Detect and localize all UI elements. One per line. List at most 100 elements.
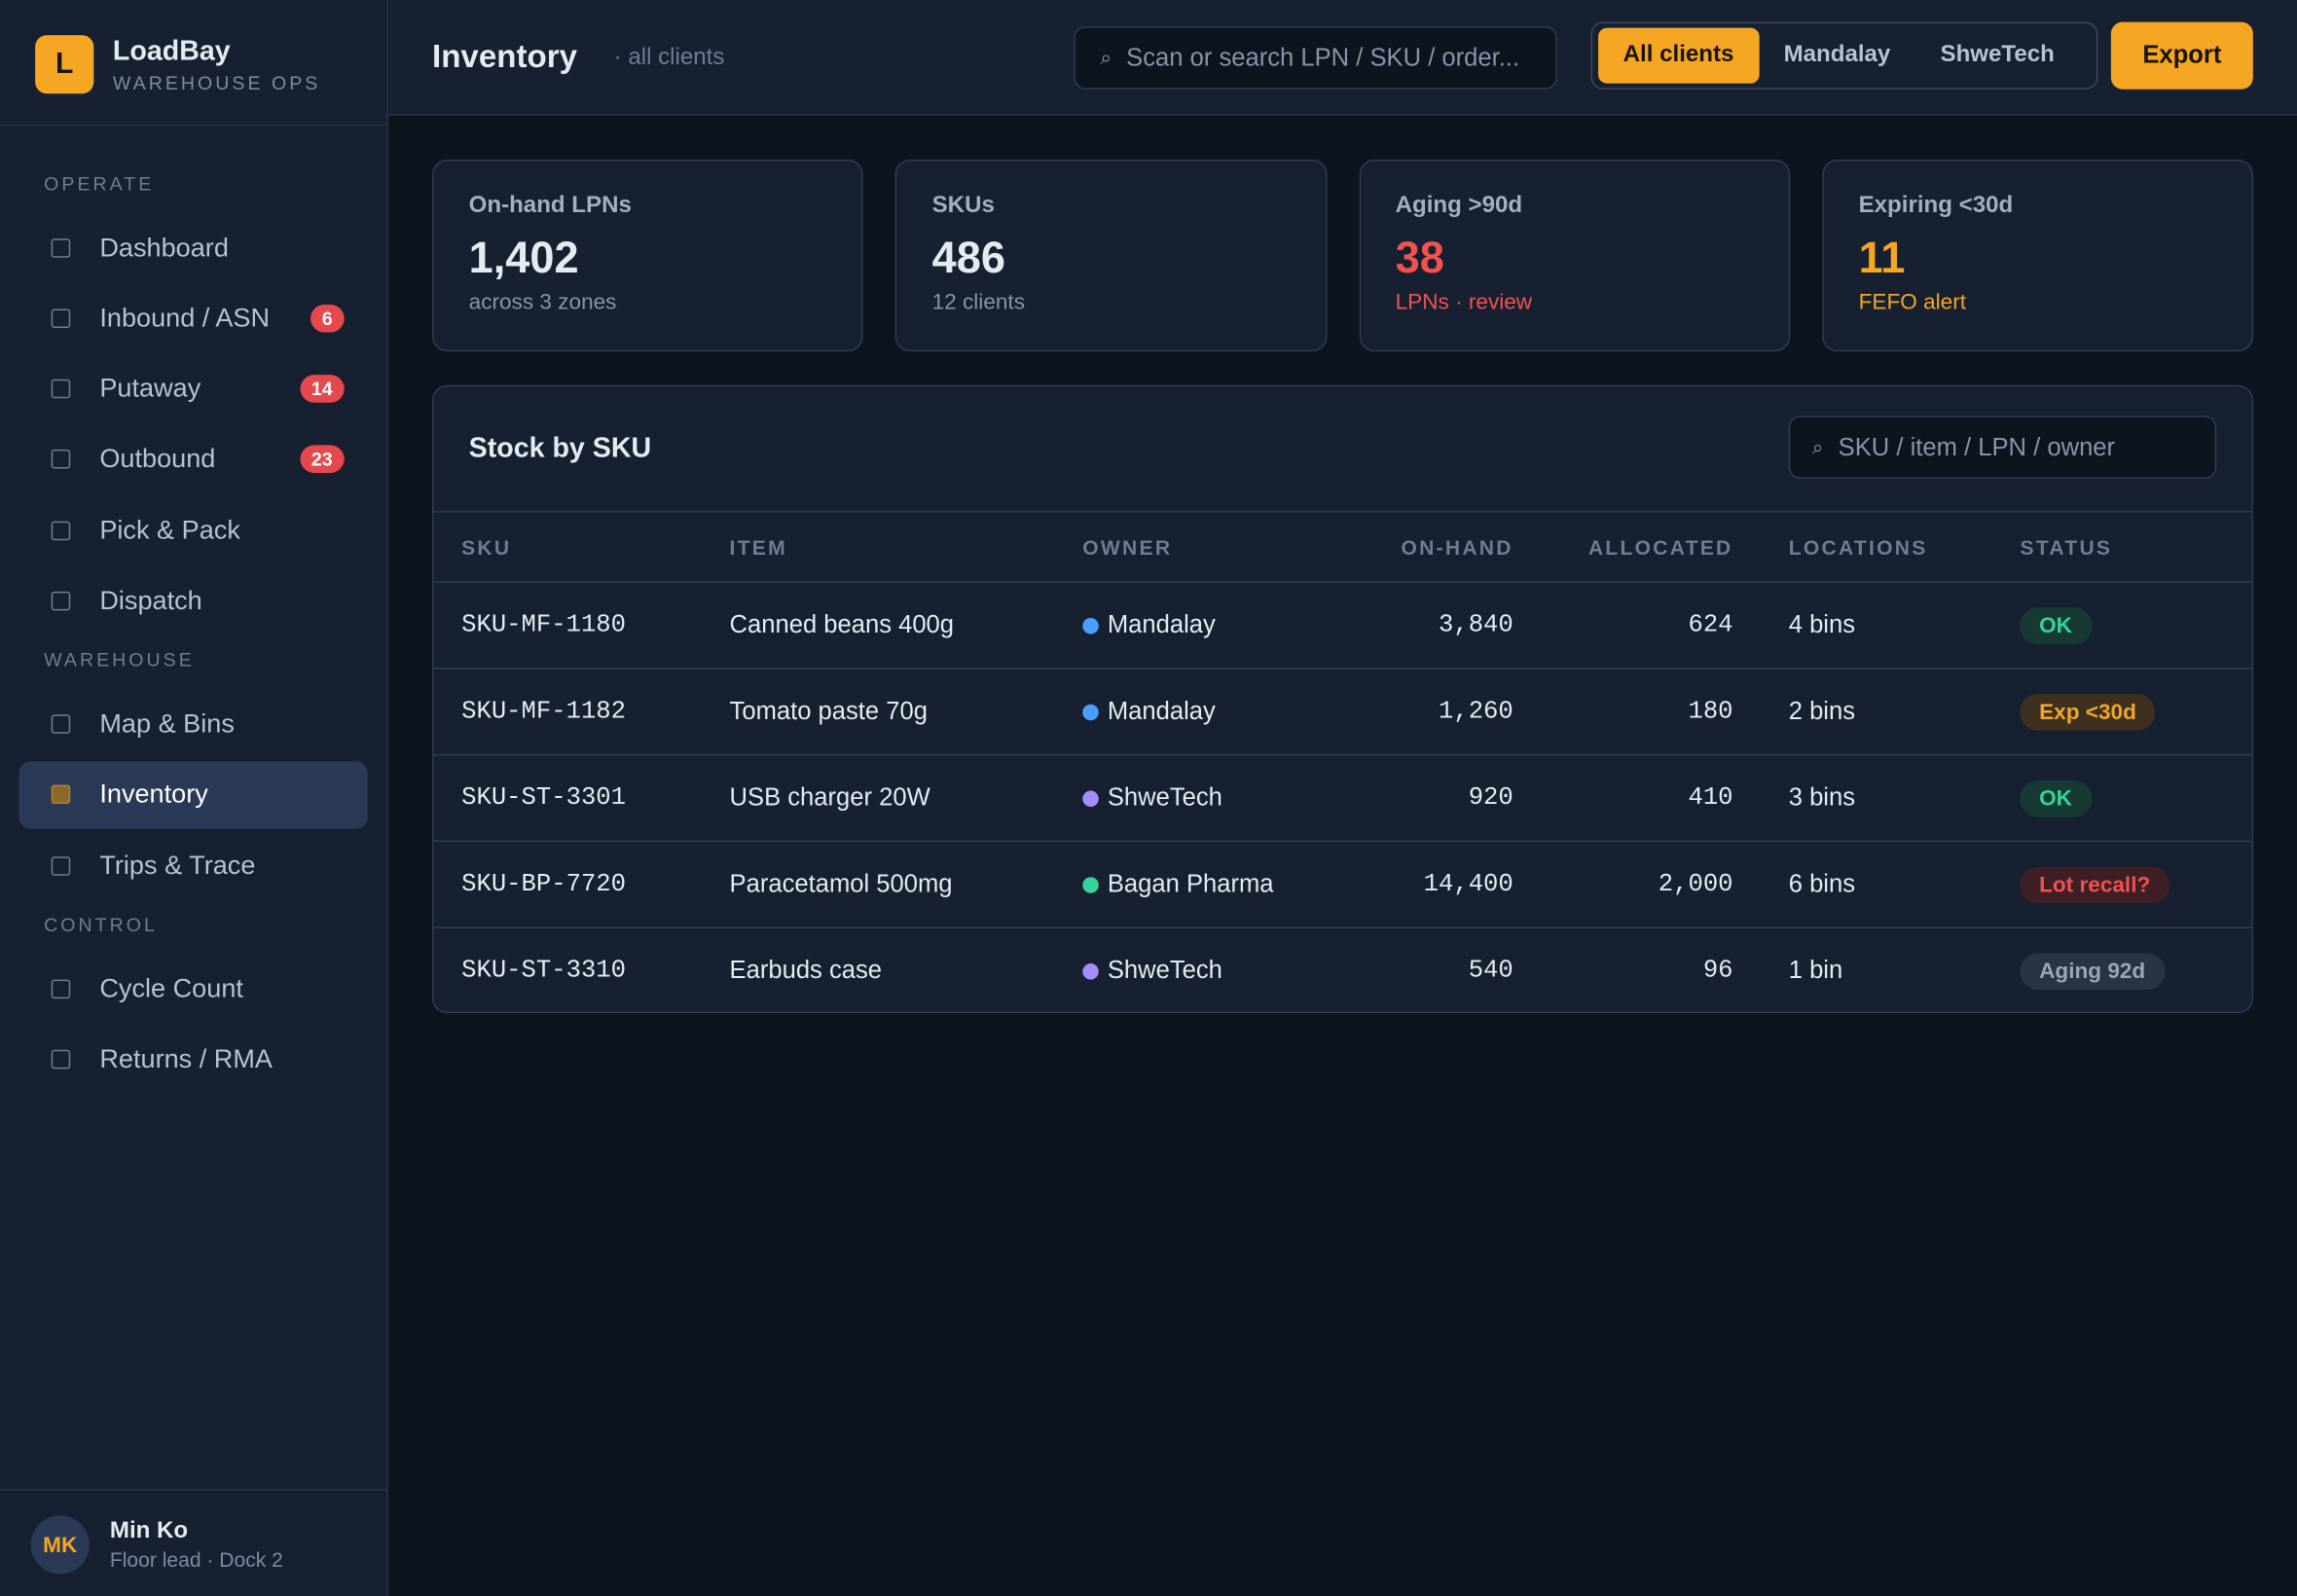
item-name: Paracetamol 500mg	[729, 869, 953, 898]
status-pill: Exp <30d	[2020, 693, 2156, 731]
nav-icon	[51, 714, 71, 734]
kpi-value: 38	[1395, 234, 1444, 283]
sku: SKU-BP-7720	[461, 870, 627, 899]
owner-dot	[1082, 877, 1099, 893]
divider	[0, 124, 387, 127]
status-pill: OK	[2020, 780, 2092, 816]
search-icon: ⌕	[1811, 434, 1824, 458]
status-cell: Lot recall?	[2020, 865, 2252, 903]
stock-panel: Stock by SKU ⌕ SKU / item / LPN / owner S…	[432, 384, 2253, 1014]
owner-dot	[1082, 704, 1099, 721]
on-hand: 540	[1468, 957, 1513, 985]
nav-section: CONTROL	[44, 913, 158, 936]
sidebar: L LoadBay WAREHOUSE OPS OPERATE Dashboard…	[0, 0, 388, 1596]
nav-item[interactable]: Inventory	[18, 761, 368, 829]
kpi-label: Aging >90d	[1395, 193, 1523, 219]
allocated: 410	[1688, 783, 1733, 813]
kpi-card: Aging >90d 38 LPNs · review	[1358, 160, 1790, 352]
nav-label: Outbound	[99, 444, 216, 474]
sku: SKU-MF-1182	[461, 697, 627, 726]
nav-item[interactable]: Map & Bins	[19, 690, 368, 757]
kpi-card: SKUs 486 12 clients	[894, 160, 1327, 352]
status-pill: Lot recall?	[2020, 865, 2169, 903]
column-header: LOCATIONS	[1788, 534, 1928, 560]
brand-tagline: WAREHOUSE OPS	[112, 71, 321, 94]
nav-badge: 23	[299, 445, 345, 474]
nav-icon	[51, 978, 71, 998]
kpi-note: 12 clients	[931, 289, 1026, 315]
filter-chip[interactable]: Mandalay	[1783, 42, 1891, 68]
nav-badge: 14	[299, 375, 345, 403]
table-row[interactable]: SKU-MF-1182 Tomato paste 70g Mandalay 1,260…	[433, 668, 2252, 754]
item-name: Tomato paste 70g	[729, 697, 928, 725]
locations: 4 bins	[1788, 610, 1856, 639]
logo: L	[35, 35, 94, 94]
topbar: Inventory · all clients ⌕ Scan or search …	[387, 0, 2297, 116]
table-row[interactable]: SKU-ST-3301 USB charger 20W ShweTech 920 410…	[433, 753, 2252, 841]
panel-title: Stock by SKU	[468, 433, 652, 464]
search-placeholder: SKU / item / LPN / owner	[1838, 432, 2116, 461]
status-cell: Exp <30d	[2020, 693, 2252, 731]
export-button[interactable]: Export	[2110, 21, 2253, 90]
owner-cell: ShweTech	[1082, 957, 1361, 986]
status-pill: Aging 92d	[2020, 952, 2165, 990]
nav-item[interactable]: Trips & Trace	[19, 832, 368, 899]
kpi-note: across 3 zones	[468, 289, 617, 315]
status-pill: OK	[2020, 606, 2092, 644]
nav-item[interactable]: Dispatch	[19, 567, 368, 635]
nav-item[interactable]: Inbound / ASN 6	[19, 284, 368, 351]
on-hand: 14,400	[1423, 870, 1513, 899]
status-cell: Aging 92d	[2020, 952, 2252, 990]
kpi-card: Expiring <30d 11 FEFO alert	[1821, 160, 2253, 352]
nav-icon	[51, 521, 71, 540]
search-placeholder: Scan or search LPN / SKU / order...	[1126, 43, 1520, 71]
table-row[interactable]: SKU-MF-1180 Canned beans 400g Mandalay 3,84…	[433, 581, 2252, 668]
nav-label: Map & Bins	[99, 708, 235, 739]
allocated: 96	[1702, 957, 1733, 985]
kpi-label: SKUs	[931, 193, 995, 219]
global-search[interactable]: ⌕ Scan or search LPN / SKU / order...	[1074, 26, 1557, 90]
kpi-row: On-hand LPNs 1,402 across 3 zones SKUs 486 12…	[432, 160, 2253, 352]
kpi-label: Expiring <30d	[1858, 193, 2014, 219]
on-hand: 1,260	[1438, 697, 1513, 726]
filter-chip[interactable]: ShweTech	[1940, 42, 2055, 68]
column-header: OWNER	[1082, 534, 1173, 560]
locations: 3 bins	[1788, 782, 1856, 812]
nav-item[interactable]: Putaway 14	[19, 355, 368, 422]
owner-cell: Mandalay	[1082, 697, 1361, 726]
filter-chip[interactable]: All clients	[1598, 27, 1759, 84]
kpi-value: 486	[931, 234, 1005, 283]
table-row[interactable]: SKU-BP-7720 Paracetamol 500mg Bagan Pharma…	[433, 840, 2252, 927]
on-hand: 920	[1468, 783, 1513, 813]
nav-label: Dashboard	[99, 232, 229, 262]
table-header: SKU ITEM OWNER ON-HAND ALLOCATED LOCATIONS STA…	[433, 511, 2252, 581]
nav-badge: 6	[310, 304, 345, 333]
nav-icon	[51, 379, 71, 399]
allocated: 2,000	[1658, 870, 1733, 899]
locations: 1 bin	[1788, 956, 1843, 985]
kpi-note: LPNs · review	[1395, 289, 1533, 315]
nav-item[interactable]: Cycle Count	[19, 955, 368, 1022]
nav-icon	[51, 450, 71, 470]
table: SKU ITEM OWNER ON-HAND ALLOCATED LOCATIONS STA…	[433, 511, 2252, 1012]
nav-item[interactable]: Outbound 23	[19, 426, 368, 493]
nav-item[interactable]: Dashboard	[19, 214, 368, 281]
table-search[interactable]: ⌕ SKU / item / LPN / owner	[1788, 416, 2217, 480]
nav-item[interactable]: Pick & Pack	[19, 496, 368, 563]
nav: OPERATE Dashboard Inbound / ASN 6 Putaway 14 O…	[0, 158, 386, 1096]
nav-item[interactable]: Returns / RMA	[19, 1026, 368, 1093]
owner-dot	[1082, 790, 1099, 808]
item-name: Earbuds case	[729, 956, 882, 985]
allocated: 624	[1688, 611, 1733, 639]
table-row[interactable]: SKU-ST-3310 Earbuds case ShweTech 540 96 1 bi…	[433, 926, 2252, 1011]
locations: 6 bins	[1788, 869, 1856, 898]
search-icon: ⌕	[1100, 45, 1112, 69]
nav-icon	[51, 591, 71, 611]
user-card[interactable]: MK Min Ko Floor lead · Dock 2	[0, 1489, 387, 1596]
owner: Mandalay	[1107, 610, 1216, 639]
nav-section: OPERATE	[44, 172, 155, 196]
item-name: USB charger 20W	[729, 782, 930, 812]
nav-label: Cycle Count	[99, 972, 243, 1003]
nav-label: Inbound / ASN	[99, 303, 271, 333]
